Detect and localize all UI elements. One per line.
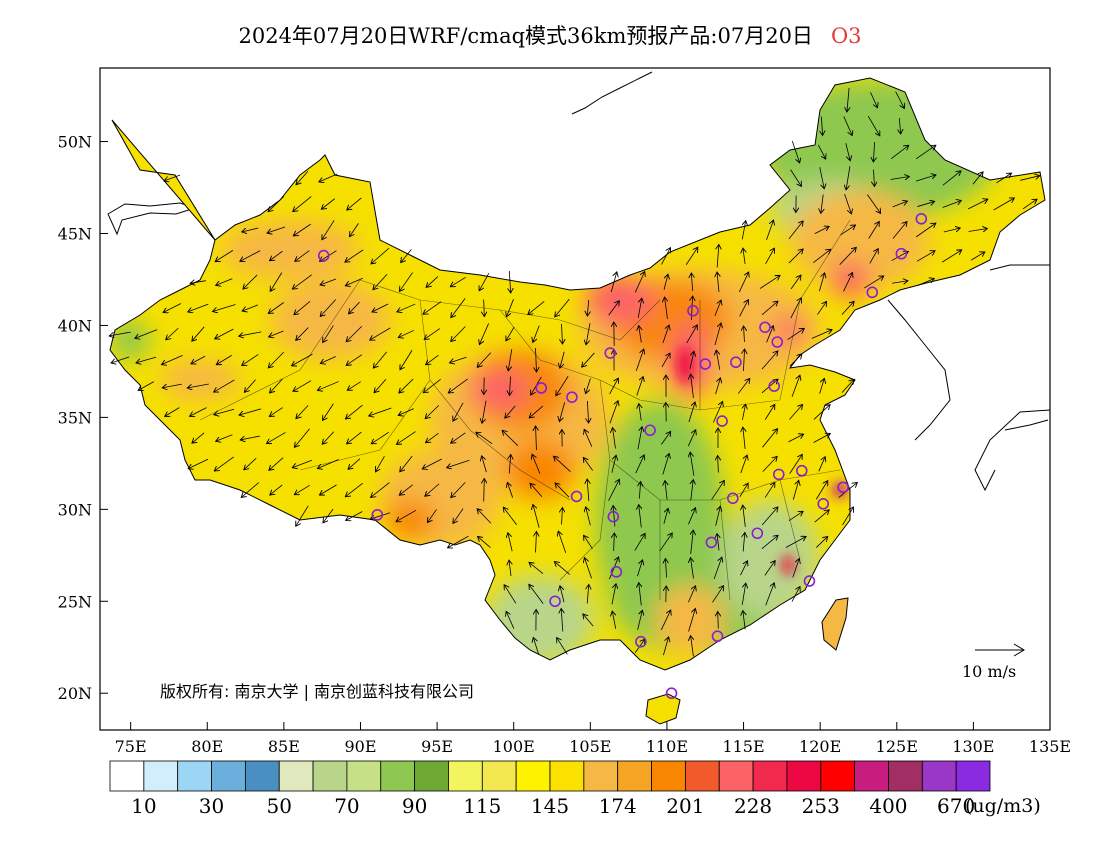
colorbar-label: 50 — [267, 794, 292, 818]
colorbar-swatch — [448, 761, 482, 791]
lon-tick-label: 125E — [876, 737, 918, 756]
lat-tick-label: 25N — [58, 592, 92, 611]
lon-tick-label: 75E — [115, 737, 147, 756]
lon-tick-label: 130E — [952, 737, 994, 756]
colorbar-swatch — [787, 761, 821, 791]
colorbar-swatch — [178, 761, 212, 791]
colorbar-label: 145 — [531, 794, 569, 818]
colorbar-swatch — [618, 761, 652, 791]
colorbar-swatch — [144, 761, 178, 791]
colorbar-swatch — [482, 761, 516, 791]
colorbar-unit: (ug/m3) — [965, 795, 1041, 817]
copyright-text: 版权所有: 南京大学 | 南京创蓝科技有限公司 — [160, 682, 474, 701]
lat-tick-label: 45N — [58, 225, 92, 244]
lon-tick-label: 85E — [268, 737, 300, 756]
colorbar-label: 10 — [131, 794, 156, 818]
colorbar-label: 30 — [199, 794, 224, 818]
colorbar-swatch — [313, 761, 347, 791]
lon-tick-label: 120E — [799, 737, 841, 756]
lon-tick-label: 110E — [646, 737, 688, 756]
colorbar-swatch — [888, 761, 922, 791]
colorbar-swatch — [381, 761, 415, 791]
colorbar-label: 70 — [334, 794, 359, 818]
lon-tick-label: 80E — [191, 737, 223, 756]
colorbar-label: 174 — [599, 794, 637, 818]
colorbar-swatch — [719, 761, 753, 791]
lat-tick-label: 40N — [58, 316, 92, 335]
lat-tick-label: 30N — [58, 500, 92, 519]
colorbar-swatch — [753, 761, 787, 791]
colorbar-label: 201 — [666, 794, 704, 818]
lat-tick-label: 35N — [58, 408, 92, 427]
colorbar: 10 30 50 70 90 115 145 174 201 228 253 400 670 — [110, 761, 990, 818]
colorbar-swatch — [245, 761, 279, 791]
lon-tick-label: 100E — [493, 737, 535, 756]
colorbar-swatch — [279, 761, 313, 791]
lon-tick-label: 105E — [569, 737, 611, 756]
lat-tick-label: 50N — [58, 133, 92, 152]
colorbar-swatch — [212, 761, 246, 791]
wind-scale-label: 10 m/s — [962, 662, 1016, 681]
colorbar-label: 90 — [402, 794, 427, 818]
lon-tick-label: 90E — [344, 737, 376, 756]
colorbar-label: 115 — [463, 794, 501, 818]
colorbar-swatch — [685, 761, 719, 791]
colorbar-swatch — [110, 761, 144, 791]
colorbar-swatch — [415, 761, 449, 791]
colorbar-label: 253 — [802, 794, 840, 818]
lon-tick-label: 135E — [1029, 737, 1071, 756]
colorbar-label: 228 — [734, 794, 772, 818]
colorbar-swatch — [516, 761, 550, 791]
colorbar-swatch — [584, 761, 618, 791]
colorbar-label: 400 — [869, 794, 907, 818]
colorbar-swatch — [550, 761, 584, 791]
lon-tick-label: 95E — [421, 737, 453, 756]
lon-tick-label: 115E — [722, 737, 764, 756]
colorbar-swatch — [652, 761, 686, 791]
colorbar-swatch — [821, 761, 855, 791]
lat-tick-label: 20N — [58, 684, 92, 703]
colorbar-swatch — [922, 761, 956, 791]
colorbar-swatch — [347, 761, 381, 791]
colorbar-swatch — [956, 761, 990, 791]
colorbar-swatch — [855, 761, 889, 791]
